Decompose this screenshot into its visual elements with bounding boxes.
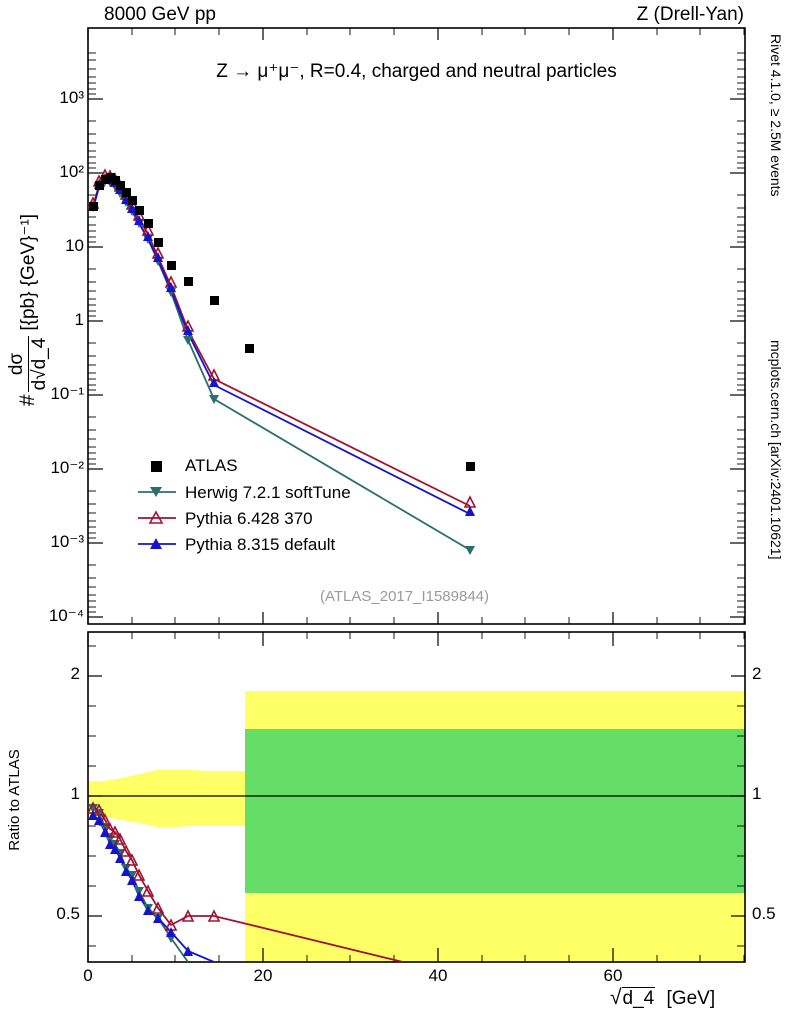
ratio-x-minor-ticks bbox=[131, 632, 745, 962]
ratio-xtick-20: 20 bbox=[253, 966, 273, 985]
legend-marker-pythia6 bbox=[138, 510, 176, 524]
legend-marker-herwig bbox=[138, 487, 176, 497]
main-ytick-0: 10³ bbox=[59, 88, 84, 107]
main-y-ticks bbox=[88, 98, 745, 618]
ratio-ytick-right-1: 1 bbox=[752, 784, 762, 803]
main-y-minor-ticks bbox=[88, 52, 745, 613]
band-outer-left bbox=[88, 770, 245, 827]
main-panel-frame bbox=[87, 27, 746, 625]
ratio-y-ticks bbox=[88, 675, 745, 917]
ratio-x-ticks bbox=[87, 632, 614, 962]
main-ytick-5: 10⁻² bbox=[50, 458, 84, 477]
legend-label-atlas[interactable]: ATLAS bbox=[185, 456, 238, 475]
header-left: 8000 GeV pp bbox=[104, 4, 216, 25]
legend-label-pythia6[interactable]: Pythia 6.428 370 bbox=[185, 509, 313, 528]
legend-marker-atlas bbox=[151, 461, 162, 472]
series-line-pythia8 bbox=[92, 180, 471, 515]
ratio-uncertainty-bands bbox=[88, 691, 745, 962]
main-ytick-3: 1 bbox=[74, 310, 84, 329]
ratio-ytick-right-05: 0.5 bbox=[752, 904, 776, 923]
ratio-ytick-left-05: 0.5 bbox=[56, 904, 80, 923]
x-axis-label: √d_4 [GeV] bbox=[610, 986, 716, 1009]
ratio-markers-pythia8 bbox=[88, 810, 193, 956]
ratio-ytick-right-2: 2 bbox=[752, 664, 762, 683]
main-ytick-4: 10⁻¹ bbox=[50, 384, 84, 403]
legend-markers bbox=[138, 461, 176, 549]
legend-marker-pythia8 bbox=[138, 538, 176, 549]
header-right: Z (Drell-Yan) bbox=[636, 4, 744, 25]
ratio-y-minor-ticks bbox=[88, 645, 745, 947]
ratio-ytick-left-2: 2 bbox=[70, 664, 80, 683]
band-inner-right bbox=[245, 729, 745, 893]
main-ytick-2: 10 bbox=[65, 236, 84, 255]
analysis-watermark: (ATLAS_2017_I1589844) bbox=[320, 588, 490, 605]
ratio-panel-frame bbox=[87, 631, 746, 963]
main-x-ticks bbox=[87, 28, 614, 624]
ratio-ytick-left-1: 1 bbox=[70, 784, 80, 803]
main-ytick-1: 10² bbox=[59, 162, 84, 181]
main-ytick-7: 10⁻⁴ bbox=[48, 606, 84, 625]
rivet-version-label: Rivet 4.1.0, ≥ 2.5M events bbox=[768, 34, 784, 197]
main-plot-title: Z → μ⁺μ⁻, R=0.4, charged and neutral par… bbox=[216, 61, 617, 82]
series-markers-atlas bbox=[89, 173, 475, 471]
ratio-xtick-40: 40 bbox=[428, 966, 448, 985]
legend-label-herwig[interactable]: Herwig 7.2.1 softTune bbox=[185, 483, 351, 502]
main-x-minor-ticks bbox=[131, 28, 745, 624]
mcplots-source-label: mcplots.cern.ch [arXiv:2401.10621] bbox=[768, 340, 784, 560]
main-ytick-6: 10⁻³ bbox=[50, 532, 84, 551]
ratio-xtick-60: 60 bbox=[603, 966, 623, 985]
legend-label-pythia8[interactable]: Pythia 8.315 default bbox=[185, 535, 336, 554]
ratio-xtick-0: 0 bbox=[83, 966, 93, 985]
ratio-markers-pythia6 bbox=[88, 801, 221, 931]
